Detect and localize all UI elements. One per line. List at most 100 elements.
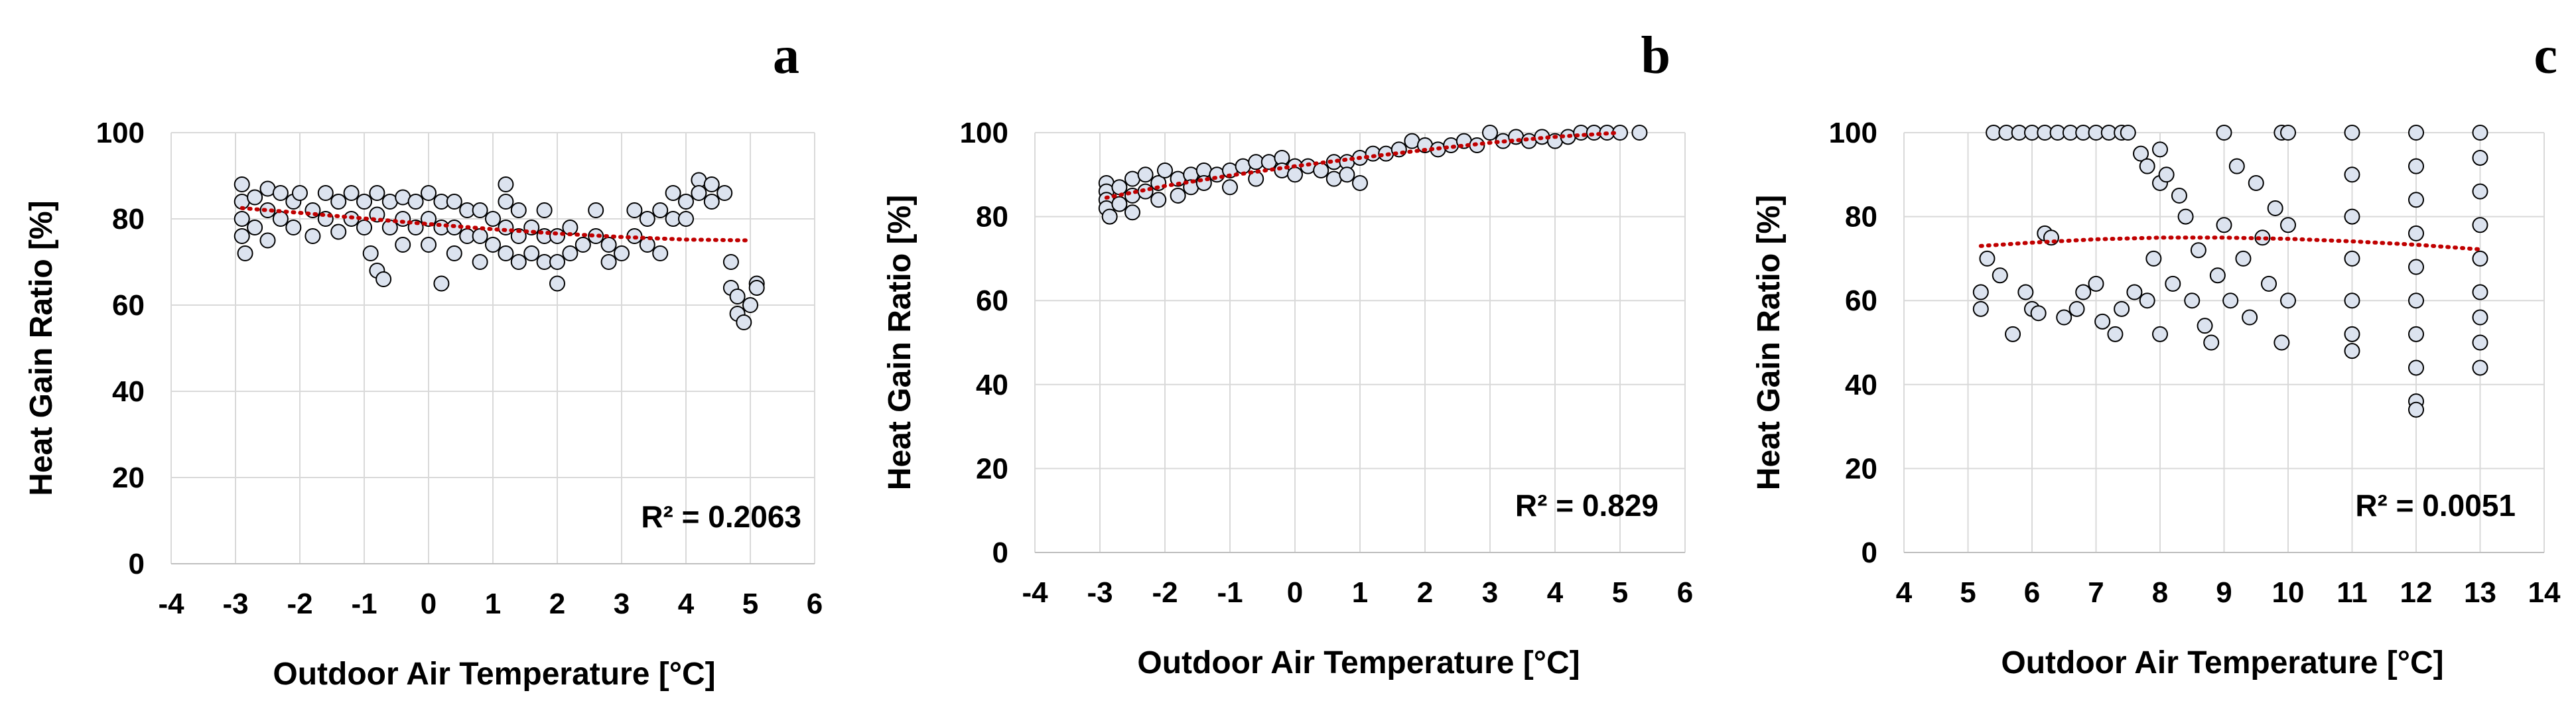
chart-a-xtick-label: 6: [807, 588, 823, 620]
chart-a-point: [510, 202, 527, 218]
chart-c-xtick-label: 13: [2464, 576, 2496, 609]
chart-c-xtick-label: 12: [2400, 576, 2433, 609]
chart-a-point: [362, 245, 379, 261]
chart-c-point: [2056, 309, 2072, 326]
chart-a-xtick-label: 1: [485, 588, 501, 620]
chart-c-point: [2133, 145, 2149, 162]
chart-a-point: [588, 228, 604, 244]
chart-a-point: [259, 232, 276, 249]
chart-c-point: [2030, 305, 2047, 322]
chart-a-point: [485, 237, 501, 253]
chart-b-point: [1222, 179, 1238, 196]
chart-c-point: [2267, 200, 2283, 216]
chart-c-point: [2126, 284, 2143, 300]
chart-b-point: [1482, 125, 1498, 141]
chart-a-xtick-label: -1: [351, 588, 377, 620]
chart-c-point: [2184, 292, 2201, 309]
chart-a-point: [395, 237, 411, 253]
chart-c-point: [2344, 326, 2360, 342]
chart-c-point: [2408, 125, 2424, 141]
chart-b-ytick-label: 80: [976, 201, 1008, 233]
chart-a-point: [498, 220, 514, 235]
chart-b-point: [1111, 179, 1128, 196]
chart-c-point: [2254, 229, 2271, 246]
chart-a-point: [678, 194, 694, 210]
chart-a-point: [375, 271, 392, 287]
chart-c-point: [2408, 158, 2424, 174]
chart-a-xtick-label: 0: [421, 588, 437, 620]
chart-c-trendline: [1978, 235, 2482, 251]
chart-a-point: [421, 237, 437, 253]
chart-b-ytick-label: 100: [960, 117, 1008, 149]
chart-b-x-axis-title: Outdoor Air Temperature [°C]: [1137, 645, 1580, 680]
chart-c-point: [2280, 125, 2296, 141]
chart-a-point: [356, 194, 372, 210]
chart-a-point: [234, 211, 250, 227]
chart-c-point: [2203, 334, 2220, 351]
chart-c-xtick-label: 14: [2528, 576, 2561, 609]
chart-a-xtick-label: -4: [158, 588, 184, 620]
chart-c-point: [2075, 284, 2092, 300]
chart-b-point: [1137, 183, 1154, 200]
chart-c-ytick-label: 0: [1862, 537, 1877, 569]
chart-c-point: [1972, 284, 1989, 300]
chart-a-point: [472, 254, 488, 270]
chart-a-point: [600, 254, 617, 270]
chart-a-point: [472, 202, 488, 218]
chart-b-xtick-label: -4: [1022, 576, 1048, 609]
chart-a-point: [703, 194, 720, 210]
chart-c-ytick-label: 60: [1845, 285, 1877, 317]
chart-c-point: [2120, 125, 2136, 141]
chart-b-xtick-label: -1: [1217, 576, 1243, 609]
chart-c-point: [2197, 318, 2213, 334]
chart-c-point: [1979, 250, 1996, 267]
chart-b-r2-label: R² = 0.829: [1515, 488, 1659, 523]
chart-b-xtick-label: 0: [1287, 576, 1303, 609]
chart-c-point: [2216, 125, 2232, 141]
chart-c-ytick-label: 20: [1845, 452, 1877, 485]
chart-a-ytick-label: 60: [112, 289, 145, 322]
chart-panel-a: 0 20 40 60 80 100 -4 -3 -2 -1 0 1 2 3 4 5 6 R² = 0.2063 a O…: [0, 0, 856, 709]
chart-a-point: [588, 202, 604, 218]
chart-b-ytick-label: 60: [976, 285, 1008, 317]
chart-c-point: [2068, 300, 2085, 317]
chart-a-xtick-label: -2: [287, 588, 312, 620]
chart-c-point: [2472, 217, 2488, 233]
chart-b-point: [1157, 162, 1173, 178]
chart-c-panel-letter: c: [2534, 27, 2557, 85]
chart-a-point: [665, 185, 681, 201]
chart-a-xtick-label: -3: [222, 588, 248, 620]
chart-c-point: [2190, 242, 2206, 259]
chart-b-point: [1339, 166, 1355, 183]
chart-a-point: [433, 275, 450, 292]
chart-a-point: [485, 211, 501, 227]
chart-a-point: [272, 211, 289, 227]
chart-c-point: [2472, 183, 2488, 200]
chart-a-point: [722, 254, 739, 270]
chart-a-point: [356, 220, 372, 235]
chart-c-point: [2145, 250, 2162, 267]
chart-a-point: [330, 224, 347, 240]
chart-c-point: [2344, 208, 2360, 225]
chart-c-point: [2088, 275, 2104, 292]
chart-a-point: [510, 254, 527, 270]
chart-a-point: [395, 211, 411, 227]
chart-a-point: [343, 185, 360, 201]
chart-c-point: [2344, 125, 2360, 141]
chart-c-xtick-label: 8: [2152, 576, 2168, 609]
chart-c-ytick-label: 100: [1829, 117, 1877, 149]
chart-a-point: [305, 228, 321, 244]
chart-c-ytick-label: 40: [1845, 369, 1877, 401]
chart-c-xtick-label: 4: [1896, 576, 1913, 609]
chart-a-point: [691, 185, 707, 201]
chart-a-svg: 0 20 40 60 80 100 -4 -3 -2 -1 0 1 2 3 4 5 6 R² = 0.2063 a O…: [24, 27, 823, 692]
chart-a-point: [292, 185, 308, 201]
chart-a-point: [317, 185, 334, 201]
chart-b-y-axis-title: Heat Gain Ratio [%]: [882, 195, 917, 490]
chart-a-ytick-label: 0: [129, 548, 145, 580]
chart-c-xtick-label: 10: [2272, 576, 2305, 609]
chart-a-ytick-label: 20: [112, 462, 145, 494]
chart-a-point: [285, 220, 302, 235]
chart-c-point: [2408, 401, 2424, 418]
